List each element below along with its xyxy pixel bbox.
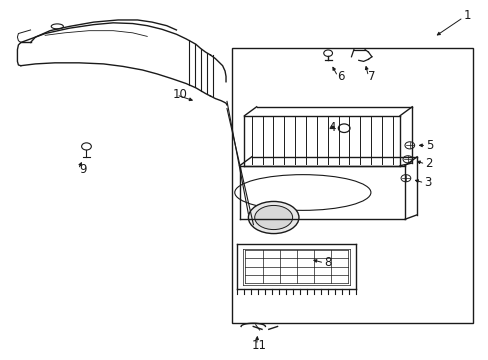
Text: 9: 9 bbox=[79, 163, 87, 176]
Text: 5: 5 bbox=[426, 139, 433, 152]
Ellipse shape bbox=[254, 206, 292, 230]
Text: 10: 10 bbox=[173, 89, 187, 102]
Text: 7: 7 bbox=[367, 70, 375, 83]
Bar bbox=[232, 48, 472, 323]
Text: 11: 11 bbox=[251, 338, 266, 351]
Text: 8: 8 bbox=[324, 256, 331, 269]
Text: 3: 3 bbox=[424, 176, 431, 189]
Text: 4: 4 bbox=[327, 121, 335, 134]
Text: 2: 2 bbox=[425, 157, 432, 170]
Ellipse shape bbox=[248, 202, 298, 234]
Text: 6: 6 bbox=[336, 70, 344, 83]
Text: 1: 1 bbox=[463, 9, 470, 22]
